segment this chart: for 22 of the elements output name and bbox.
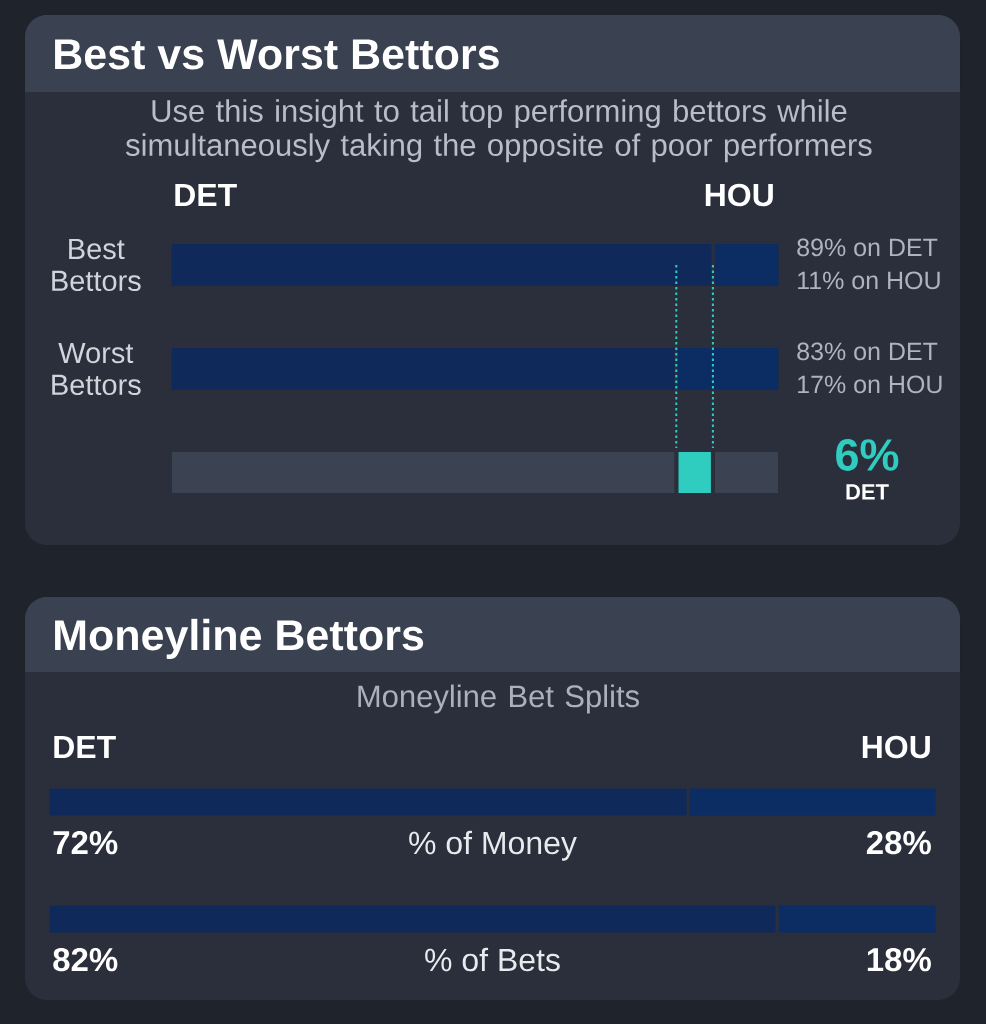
data-label: 89% on DET [797, 238, 938, 257]
chart-subtitle: Use this insight to tail top performing bettors while simultaneously taking the opposite of poor performers [125, 99, 872, 163]
y-tick-label: % of Money [409, 830, 577, 861]
text: 6% [836, 439, 899, 471]
y-tick-label: Worst Bettors [52, 342, 141, 396]
data-label: 82% [53, 947, 118, 972]
text: DET [846, 484, 889, 500]
series-label: HOU [705, 183, 773, 207]
series-label: HOU [862, 735, 930, 759]
data-label: 72% [53, 830, 118, 855]
data-label: 28% [866, 830, 931, 855]
data-label: 11% on HOU [798, 271, 940, 290]
data-label: 17% on HOU [798, 375, 942, 394]
data-label: 83% on DET [797, 342, 938, 361]
chart-subtitle: Moneyline Bet Splits [358, 684, 639, 714]
y-tick-label: Best Bettors [52, 238, 141, 292]
chart-title: Best vs Worst Bettors [55, 39, 499, 70]
data-label: 18% [867, 947, 931, 972]
series-label: DET [54, 735, 116, 758]
y-tick-label: % of Bets [425, 947, 560, 972]
chart-title: Moneyline Bettors [55, 618, 424, 659]
series-label: DET [175, 183, 237, 206]
